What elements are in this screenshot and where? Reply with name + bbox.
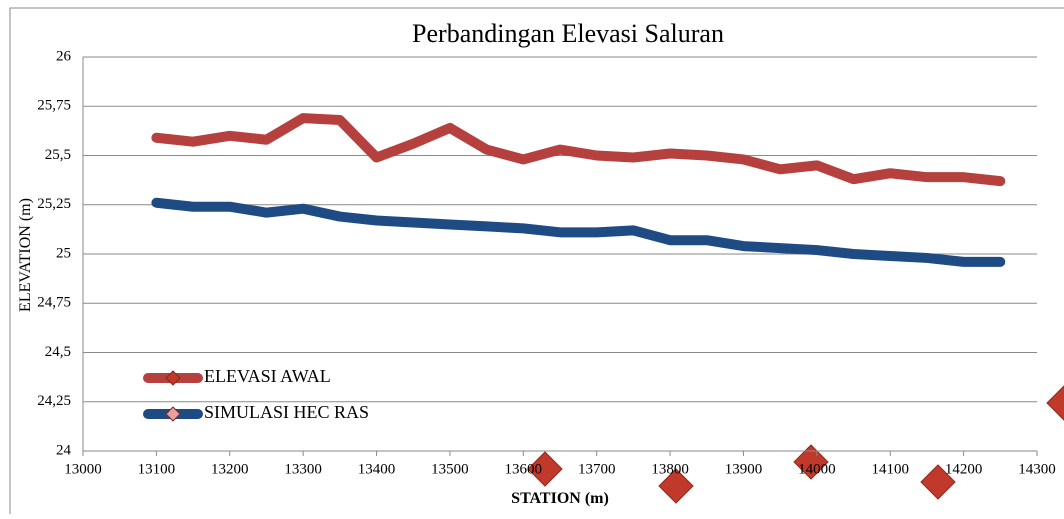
x-tick-label: 14300 [1018,461,1056,477]
y-tick-label: 24,75 [37,295,71,311]
x-tick-label: 13700 [578,461,616,477]
x-axis-label: STATION (m) [511,490,609,507]
y-tick-label: 24,5 [45,344,71,360]
y-tick-label: 25,25 [37,196,71,212]
chart-title: Perbandingan Elevasi Saluran [412,19,724,48]
series-line [151,113,1006,187]
y-tick-label: 26 [56,48,72,64]
chart-border [9,7,1064,519]
y-tick-label: 25,5 [45,147,71,163]
series-line [151,197,1006,267]
x-tick-label: 13000 [64,461,102,477]
y-axis-label: ELEVATION (m) [17,198,34,312]
x-tick-label: 13500 [431,461,469,477]
y-tick-label: 25 [56,245,71,261]
y-tick-label: 24 [56,442,72,458]
stray-markers [527,385,1064,504]
x-tick-label: 13200 [211,461,249,477]
legend-marker [165,370,181,386]
y-tick-label: 24,25 [37,393,71,409]
legend-label: SIMULASI HEC RAS [204,402,369,422]
x-tick-label: 13100 [138,461,176,477]
x-tick-label: 13900 [725,461,763,477]
x-tick-label: 14200 [945,461,983,477]
x-tick-label: 13800 [651,461,689,477]
x-tick-label: 13300 [284,461,322,477]
y-tick-label: 25,75 [37,98,71,114]
x-tick-label: 14100 [871,461,909,477]
x-tick-label: 13600 [505,461,543,477]
legend-label: ELEVASI AWAL [204,366,331,386]
x-tick-label: 13400 [358,461,396,477]
legend-marker [165,406,181,422]
x-tick-label: 14000 [798,461,836,477]
